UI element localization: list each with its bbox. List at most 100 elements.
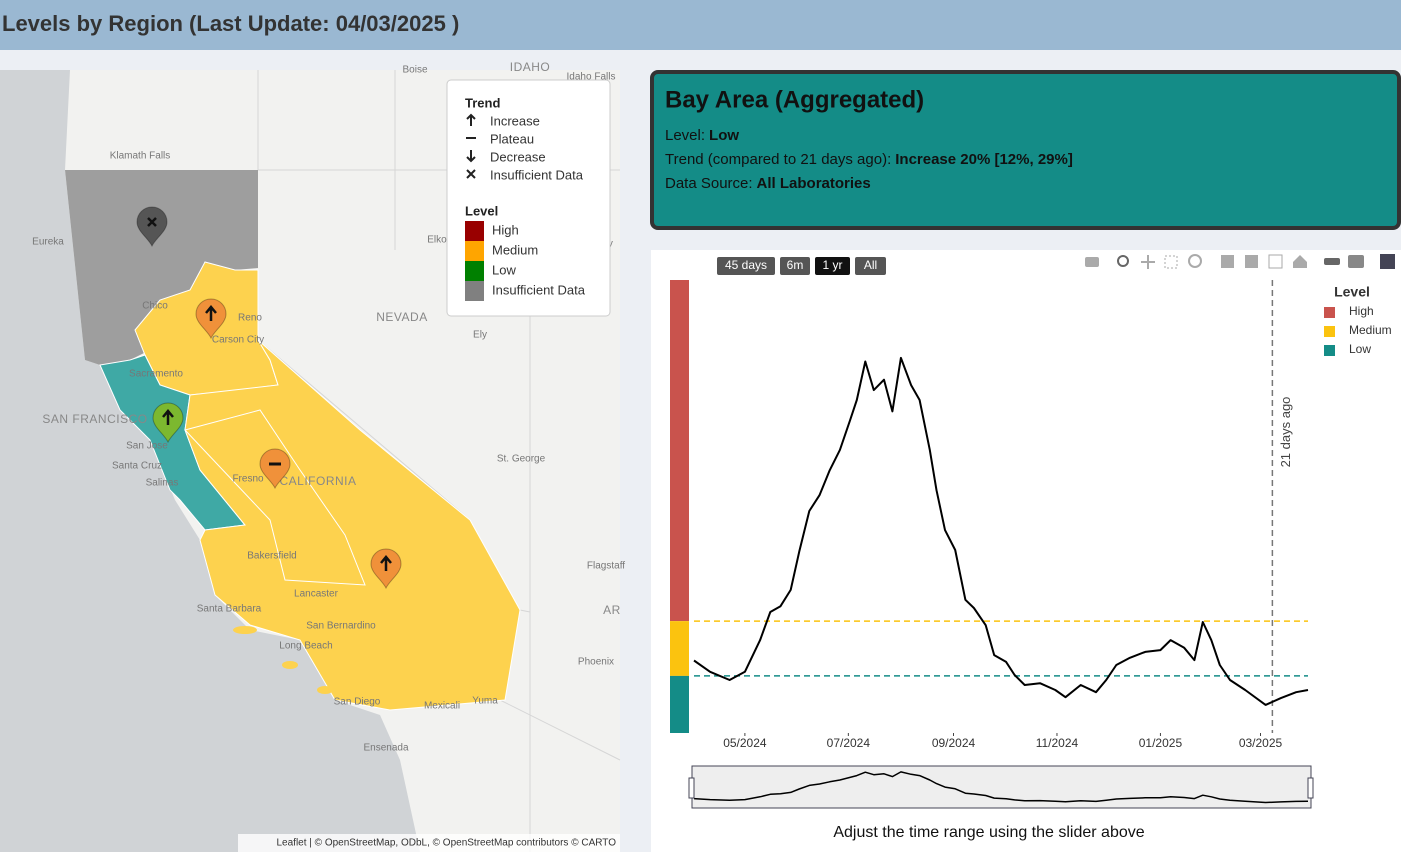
map-label: Reno	[238, 313, 262, 324]
range-slider[interactable]	[691, 765, 1312, 809]
range-button-label[interactable]: 6m	[787, 258, 804, 272]
state-borders	[257, 70, 621, 852]
map-label: Elko	[427, 235, 447, 246]
region-borders	[184, 409, 366, 586]
slider-line	[693, 771, 1309, 804]
map-label: St. George	[497, 454, 546, 465]
range-button[interactable]	[780, 257, 810, 275]
x-tick-label: 07/2024	[827, 736, 871, 750]
map-legend: Trend Increase Plateau Decrease Insufficient…	[465, 95, 586, 301]
map-pin[interactable]	[136, 206, 168, 248]
map-label: Santa Barbara	[197, 604, 262, 615]
map-label: Long Beach	[279, 641, 332, 652]
level-band	[670, 621, 689, 676]
legend-item: Decrease	[490, 149, 546, 164]
map-markers	[136, 206, 402, 590]
legend-item: High	[492, 222, 519, 237]
islands	[233, 626, 345, 694]
map-label: Sacramento	[129, 369, 183, 380]
map-label: Eureka	[32, 237, 64, 248]
footnote: Adjust the time range using the slider a…	[833, 824, 1144, 841]
map-label: Boise	[402, 65, 427, 76]
trend-icon	[466, 169, 476, 179]
modebar[interactable]	[1085, 254, 1395, 269]
map-label: AR	[603, 603, 621, 617]
range-button-label[interactable]: 45 days	[725, 258, 767, 272]
level-band	[670, 675, 689, 733]
map-label: Chico	[142, 301, 168, 312]
range-button[interactable]	[855, 257, 886, 275]
info-label: Trend (compared to 21 days ago):	[665, 151, 891, 168]
legend-item: Plateau	[490, 131, 534, 146]
map-label: Yuma	[472, 696, 498, 707]
map-label: CALIFORNIA	[279, 474, 356, 488]
range-button-label[interactable]: 1 yr	[822, 258, 842, 272]
x-tick-label: 03/2025	[1239, 736, 1283, 750]
attribution-bg	[238, 834, 620, 852]
data-line	[693, 356, 1309, 706]
info-panel	[650, 70, 1401, 230]
map-label: NEVADA	[376, 310, 427, 324]
legend-item[interactable]: Low	[1349, 342, 1371, 356]
map-label: Ensenada	[363, 743, 408, 754]
slider-handle[interactable]	[688, 777, 695, 799]
legend-swatch	[465, 281, 484, 301]
legend-title: Level	[465, 203, 498, 218]
map-label: Santa Cruz	[112, 461, 162, 472]
info-value: All Laboratories	[757, 175, 871, 192]
map-label: IDAHO	[510, 60, 551, 74]
info-value: Increase 20% [12%, 29%]	[895, 151, 1073, 168]
header-bar	[0, 0, 1401, 50]
range-button[interactable]	[815, 257, 850, 275]
legend-swatch	[1324, 345, 1335, 356]
chart: 45 days 6m 1 yr All 05/2024 07/2024 09/2024 11/…	[670, 257, 1392, 841]
info-value: Low	[709, 127, 739, 144]
map-label: Bakersfield	[247, 551, 296, 562]
pin-icon	[162, 409, 174, 425]
map-ocean	[0, 70, 420, 852]
map-label: Carson City	[212, 335, 264, 346]
legend-swatch	[465, 241, 484, 261]
legend-title: Level	[1334, 284, 1370, 300]
slider-handle[interactable]	[1307, 777, 1314, 799]
legend-item: Insufficient Data	[492, 282, 586, 297]
legend-item: Medium	[492, 242, 538, 257]
legend-item: Increase	[490, 113, 540, 128]
legend-item[interactable]: Medium	[1349, 323, 1392, 337]
info-row: Trend (compared to 21 days ago): Increase…	[665, 151, 1073, 168]
map-pin[interactable]	[259, 448, 291, 490]
x-tick-label: 05/2024	[723, 736, 767, 750]
map-legend-box	[446, 79, 611, 317]
map-label: Salinas	[146, 478, 179, 489]
legend-swatch	[465, 221, 484, 241]
pin-icon	[147, 217, 157, 227]
legend-swatch	[1324, 307, 1335, 318]
trend-icon	[466, 113, 476, 126]
info-label: Level:	[665, 127, 705, 144]
map-label: Idaho Falls	[567, 72, 616, 83]
map-label: Klamath Falls	[110, 151, 171, 162]
region-north[interactable]	[65, 170, 258, 365]
legend-swatch	[465, 261, 484, 281]
map-label: Mexicali	[424, 701, 460, 712]
legend-swatch	[1324, 326, 1335, 337]
pin-icon	[205, 305, 217, 321]
map-label: Phoenix	[578, 657, 614, 668]
map-attribution[interactable]: Leaflet | © OpenStreetMap, ODbL, © OpenS…	[277, 838, 617, 849]
legend-title: Trend	[465, 95, 500, 110]
pin-icon	[380, 555, 392, 571]
map-label: Fresno	[232, 474, 264, 485]
map-label: San Bernardino	[306, 621, 376, 632]
trend-icon	[466, 150, 476, 163]
info-row: Level: Low	[665, 127, 739, 144]
map-label: San Diego	[334, 697, 381, 708]
legend-item[interactable]: High	[1349, 304, 1374, 318]
legend-item: Low	[492, 262, 516, 277]
range-button[interactable]	[717, 257, 775, 275]
map-label: Flagstaff	[587, 561, 625, 572]
region-central-south[interactable]	[184, 339, 521, 711]
range-button-label[interactable]: All	[864, 258, 877, 272]
